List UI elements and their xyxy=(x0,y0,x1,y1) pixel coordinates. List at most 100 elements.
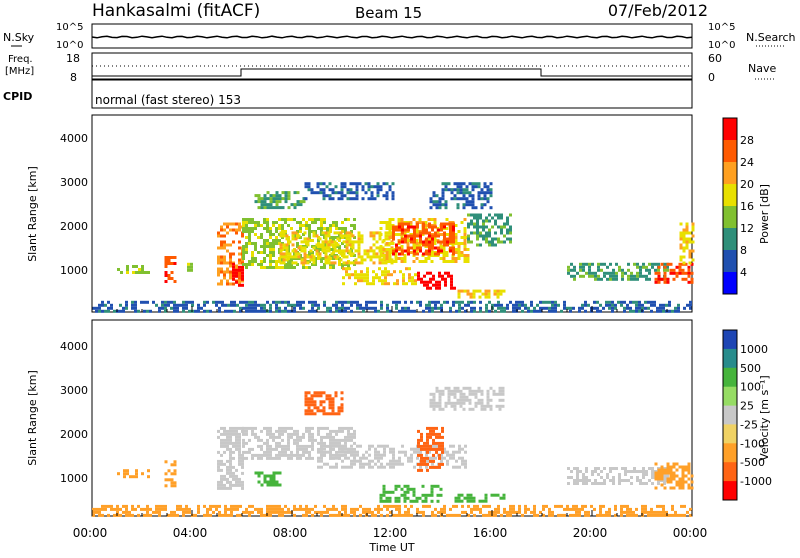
x-tick-0800: 08:00 xyxy=(273,526,308,540)
echo-cell xyxy=(217,258,220,262)
echo-cell xyxy=(687,280,691,284)
echo-cell xyxy=(500,228,503,232)
echo-cell xyxy=(146,504,149,508)
echo-cell xyxy=(310,188,314,192)
echo-cell xyxy=(645,277,648,281)
echo-cell xyxy=(209,309,212,313)
echo-cell xyxy=(554,309,557,313)
echo-cell xyxy=(431,306,434,310)
echo-cell xyxy=(409,499,413,503)
echo-cell xyxy=(229,456,232,460)
echo-cell xyxy=(426,286,429,290)
echo-cell xyxy=(351,243,355,247)
echo-cell xyxy=(392,228,395,232)
echo-cell xyxy=(345,234,349,238)
echo-cell xyxy=(275,303,278,307)
echo-cell xyxy=(379,221,383,224)
echo-cell xyxy=(235,447,238,451)
echo-cell xyxy=(241,453,244,457)
echo-cell xyxy=(476,225,479,229)
echo-cell xyxy=(453,389,457,393)
echo-cell xyxy=(236,303,239,307)
echo-cell xyxy=(639,479,642,482)
echo-cell xyxy=(197,303,200,307)
echo-cell xyxy=(98,510,101,514)
echo-cell xyxy=(395,459,398,463)
echo-cell xyxy=(254,432,257,436)
echo-cell xyxy=(311,435,314,439)
echo-cell xyxy=(493,493,497,497)
echo-cell xyxy=(119,513,122,517)
echo-cell xyxy=(468,203,472,207)
echo-cell xyxy=(167,478,171,482)
echo-cell xyxy=(275,507,278,511)
echo-cell xyxy=(410,504,413,508)
echo-cell xyxy=(379,188,383,192)
echo-cell xyxy=(407,234,410,238)
echo-cell xyxy=(384,237,388,241)
echo-cell xyxy=(232,465,235,469)
echo-cell xyxy=(479,507,482,511)
echo-cell xyxy=(379,251,383,254)
echo-cell xyxy=(257,200,261,204)
echo-cell xyxy=(654,462,658,466)
echo-cell xyxy=(293,266,296,269)
echo-cell xyxy=(465,398,469,402)
echo-cell xyxy=(238,265,241,269)
echo-cell xyxy=(486,389,490,393)
echo-cell xyxy=(379,227,383,230)
echo-cell xyxy=(217,231,220,235)
echo-cell xyxy=(332,435,335,439)
echo-cell xyxy=(563,303,566,307)
echo-cell xyxy=(224,303,227,307)
echo-cell xyxy=(639,274,642,278)
echo-cell xyxy=(488,234,491,238)
echo-cell xyxy=(593,300,596,304)
echo-cell xyxy=(275,306,278,310)
echo-cell xyxy=(378,276,381,280)
echo-cell xyxy=(395,300,398,304)
echo-cell xyxy=(439,487,443,491)
echo-cell xyxy=(423,280,426,284)
echo-cell xyxy=(551,300,554,304)
echo-cell xyxy=(620,513,623,517)
echo-cell xyxy=(576,470,579,473)
echo-cell xyxy=(217,483,220,487)
echo-cell xyxy=(220,432,223,436)
echo-cell xyxy=(672,271,676,275)
echo-cell xyxy=(329,447,332,451)
echo-cell xyxy=(335,465,338,469)
echo-cell xyxy=(275,444,278,448)
echo-cell xyxy=(266,480,270,484)
echo-cell xyxy=(452,225,455,229)
x-tick-2000: 20:00 xyxy=(573,526,608,540)
echo-cell xyxy=(281,191,285,195)
echo-cell xyxy=(413,231,416,235)
echo-cell xyxy=(372,252,376,256)
echo-cell xyxy=(296,447,299,451)
echo-cell xyxy=(197,504,200,508)
echo-cell xyxy=(432,432,435,436)
colorbar-tick-label: 4 xyxy=(740,266,747,279)
echo-cell xyxy=(428,246,431,250)
echo-cell xyxy=(424,257,428,260)
echo-cell xyxy=(345,237,349,241)
echo-cell xyxy=(407,225,410,229)
echo-cell xyxy=(460,251,464,254)
echo-cell xyxy=(679,222,683,226)
echo-cell xyxy=(689,507,692,511)
echo-cell xyxy=(275,260,278,263)
echo-cell xyxy=(618,265,621,269)
echo-cell xyxy=(463,230,467,233)
echo-cell xyxy=(217,468,220,472)
echo-cell xyxy=(500,513,503,517)
echo-cell xyxy=(382,490,386,494)
echo-cell xyxy=(449,222,452,226)
echo-cell xyxy=(305,504,308,508)
echo-cell xyxy=(307,185,311,189)
echo-cell xyxy=(423,274,426,278)
echo-cell xyxy=(612,476,615,479)
colorbar-tick-label: 12 xyxy=(740,222,754,235)
echo-cell xyxy=(319,394,323,398)
echo-cell xyxy=(597,473,600,476)
